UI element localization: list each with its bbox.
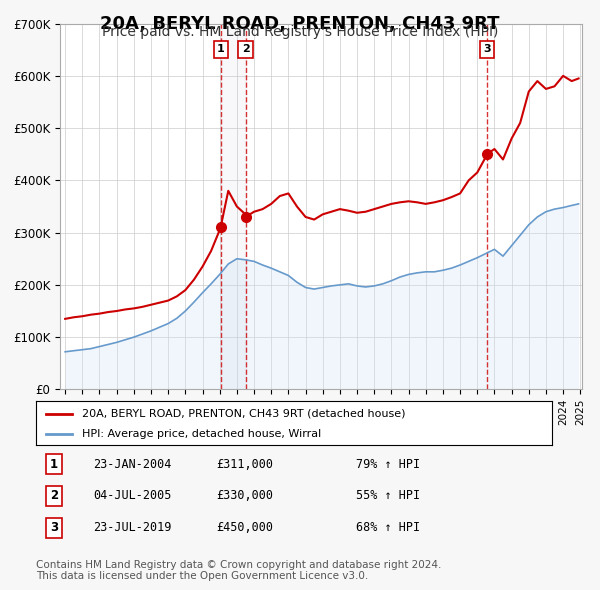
Text: 79% ↑ HPI: 79% ↑ HPI: [356, 458, 420, 471]
Text: HPI: Average price, detached house, Wirral: HPI: Average price, detached house, Wirr…: [82, 428, 322, 438]
Text: Contains HM Land Registry data © Crown copyright and database right 2024.
This d: Contains HM Land Registry data © Crown c…: [36, 559, 442, 581]
Text: £450,000: £450,000: [217, 521, 274, 534]
Text: 04-JUL-2005: 04-JUL-2005: [93, 489, 171, 503]
Text: 3: 3: [50, 521, 58, 534]
Text: 1: 1: [50, 458, 58, 471]
Text: £330,000: £330,000: [217, 489, 274, 503]
Text: 55% ↑ HPI: 55% ↑ HPI: [356, 489, 420, 503]
Text: 3: 3: [483, 44, 491, 54]
Text: 2: 2: [242, 44, 250, 54]
Text: 2: 2: [50, 489, 58, 503]
Text: £311,000: £311,000: [217, 458, 274, 471]
Text: 20A, BERYL ROAD, PRENTON, CH43 9RT (detached house): 20A, BERYL ROAD, PRENTON, CH43 9RT (deta…: [82, 409, 406, 418]
Text: 23-JUL-2019: 23-JUL-2019: [93, 521, 171, 534]
Text: 23-JAN-2004: 23-JAN-2004: [93, 458, 171, 471]
Bar: [221, 24, 245, 389]
Text: 68% ↑ HPI: 68% ↑ HPI: [356, 521, 420, 534]
Text: Price paid vs. HM Land Registry's House Price Index (HPI): Price paid vs. HM Land Registry's House …: [102, 25, 498, 39]
Text: 1: 1: [217, 44, 224, 54]
Text: 20A, BERYL ROAD, PRENTON, CH43 9RT: 20A, BERYL ROAD, PRENTON, CH43 9RT: [100, 15, 500, 33]
